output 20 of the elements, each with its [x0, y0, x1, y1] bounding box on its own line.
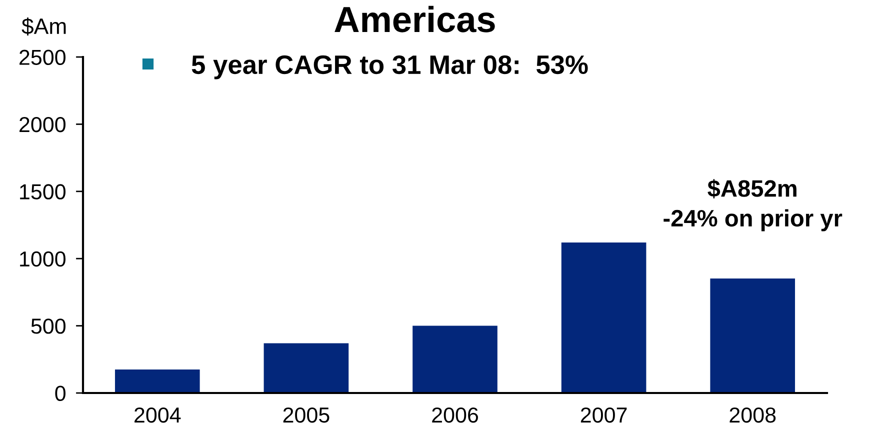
- bar: [114, 369, 200, 393]
- y-axis-title: $Am: [22, 17, 66, 36]
- y-tick-label: 500: [31, 318, 66, 334]
- x-tick-label: 2007: [580, 407, 627, 423]
- y-tick-label: 2500: [20, 50, 66, 66]
- x-tick-label: 2004: [134, 407, 181, 423]
- y-tick-label: 2000: [20, 116, 66, 132]
- annotation: $A852m -24% on prior yr: [664, 179, 842, 232]
- x-tick-label: 2008: [730, 407, 776, 423]
- bar: [412, 326, 498, 393]
- y-tick-label: 0: [55, 386, 66, 402]
- bar: [264, 343, 349, 393]
- y-tick-label: 1000: [20, 251, 66, 267]
- x-tick-label: 2006: [432, 407, 478, 423]
- y-tick-label: 1500: [20, 184, 66, 200]
- bar: [561, 242, 646, 393]
- chart-title: Americas: [334, 6, 495, 32]
- chart-subtitle: 5 year CAGR to 31 Mar 08: 53%: [192, 55, 588, 80]
- x-tick-label: 2005: [283, 407, 330, 423]
- bar: [710, 278, 796, 393]
